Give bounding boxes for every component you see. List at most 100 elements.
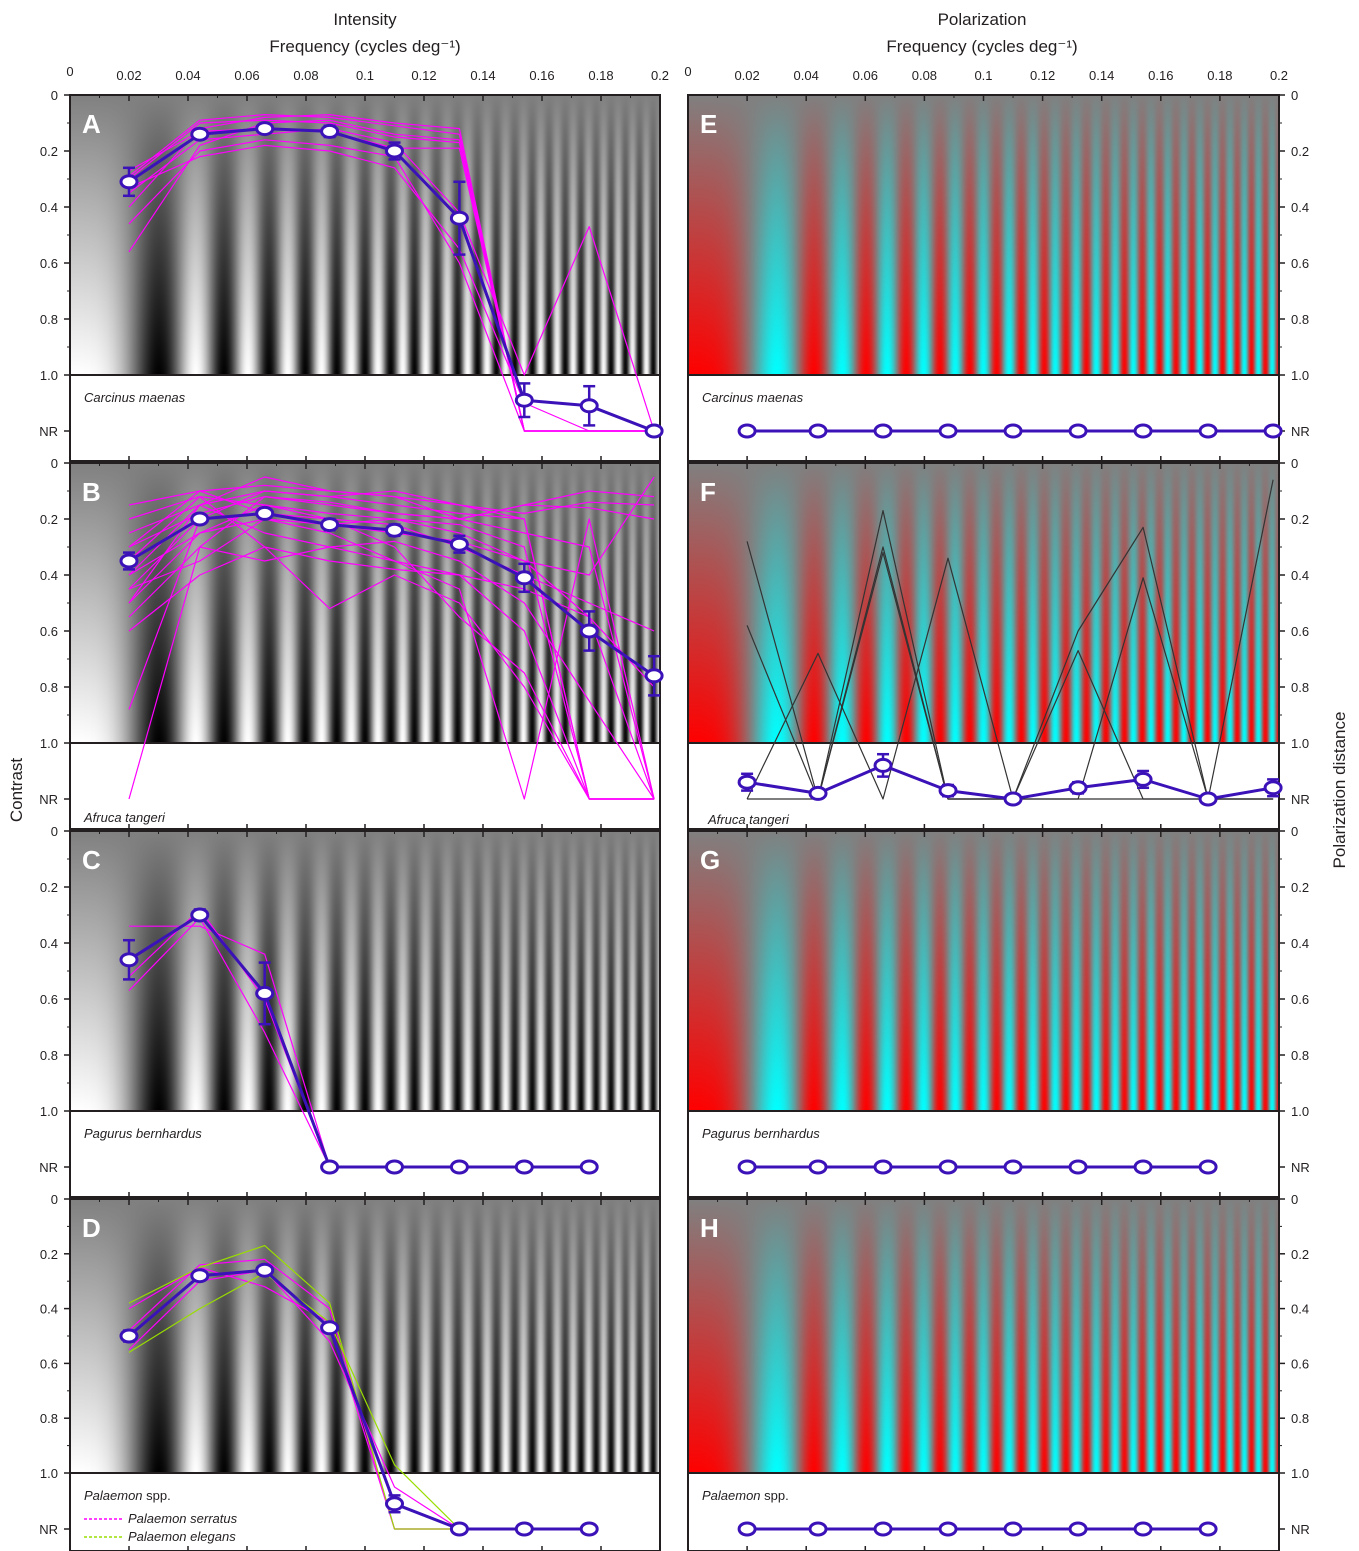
individual-series	[128, 490, 655, 548]
individual-series	[128, 504, 655, 800]
grating-contrast-fade	[70, 831, 660, 1111]
mean-point	[1133, 1159, 1153, 1175]
mean-point	[737, 423, 757, 439]
mean-point	[873, 757, 893, 773]
mean-point	[1198, 1159, 1218, 1175]
y-tick-label-nr: NR	[39, 1522, 58, 1537]
individual-series	[128, 144, 655, 432]
panel-c: 0 0.2 0.4 0.6 0.8 1.0 NR C Pagurus bernhardus	[39, 824, 661, 1198]
mean-point	[579, 623, 599, 639]
y-tick-label: 0.8	[1291, 1048, 1309, 1063]
y-tick-label: 0.6	[40, 256, 58, 271]
mean-point	[1263, 423, 1283, 439]
mean-point	[938, 1159, 958, 1175]
y-tick-label: 0	[1291, 1192, 1298, 1207]
mean-point	[385, 143, 404, 159]
mean-point	[644, 668, 664, 684]
y-tick-label: 0	[51, 824, 58, 839]
y-tick-label: 0.2	[40, 512, 58, 527]
y-tick-label: 0.6	[1291, 256, 1309, 271]
y-tick-label: 1.0	[40, 1104, 58, 1119]
panel-d: 0 0.2 0.4 0.6 0.8 1.0 NR D Palaemon spp. Palaemon…	[39, 1192, 661, 1551]
mean-point	[1133, 1521, 1153, 1537]
individual-series	[128, 496, 655, 800]
species-label: Carcinus maenas	[84, 390, 186, 405]
nr-band	[688, 375, 1279, 461]
x-tick-label: 0.16	[1148, 68, 1173, 83]
y-tick-label-nr: NR	[1291, 1160, 1310, 1175]
y-tick-label: 0.6	[40, 624, 58, 639]
grating-contrast-fade	[688, 95, 1279, 375]
panel-b: 0 0.2 0.4 0.6 0.8 1.0 NR B Afruca tangeri	[39, 456, 664, 830]
individual-series	[129, 925, 331, 1168]
x-tick-label: 0.02	[116, 68, 141, 83]
x-tick-label: 0.1	[974, 68, 992, 83]
y-tick-label: 1.0	[1291, 1466, 1309, 1481]
y-tick-label: 1.0	[40, 368, 58, 383]
mean-point	[320, 1320, 340, 1336]
y-tick-label: 0.8	[1291, 312, 1309, 327]
mean-point	[514, 1159, 534, 1175]
mean-point	[190, 1268, 210, 1284]
species-label: Pagurus bernhardus	[702, 1126, 820, 1141]
mean-point	[119, 553, 139, 569]
y-tick-label-nr: NR	[1291, 792, 1310, 807]
species-label: Carcinus maenas	[702, 390, 804, 405]
mean-point	[737, 1521, 757, 1537]
y-tick-label: 0	[51, 88, 58, 103]
panel-letter: G	[700, 845, 720, 875]
mean-point	[255, 985, 275, 1001]
y-tick-label: 0.2	[40, 880, 58, 895]
x-tick-label: 0.18	[1207, 68, 1232, 83]
panel-letter: E	[700, 109, 717, 139]
mean-point	[514, 570, 534, 586]
y-tick-label-nr: NR	[39, 1160, 58, 1175]
grating-contrast-fade	[688, 831, 1279, 1111]
y-tick-label: 0.8	[1291, 1411, 1309, 1426]
x-tick-label: 0.04	[794, 68, 819, 83]
mean-point	[808, 1159, 828, 1175]
mean-point	[737, 1159, 757, 1175]
y-tick-label: 1.0	[1291, 368, 1309, 383]
panel-letter: A	[82, 109, 101, 139]
right-header-title: Polarization	[938, 10, 1027, 29]
mean-point	[449, 1159, 469, 1175]
left-header-subtitle: Frequency (cycles deg⁻¹)	[269, 37, 460, 56]
y-tick-label: 0.2	[40, 1247, 58, 1262]
panel-letter: D	[82, 1213, 101, 1243]
y-tick-label: 0.4	[1291, 200, 1309, 215]
panel-letter: F	[700, 477, 716, 507]
species-label: Afruca tangeri	[83, 810, 166, 825]
mean-point	[1198, 791, 1218, 807]
left-header-title: Intensity	[333, 10, 397, 29]
mean-point	[190, 511, 210, 527]
grating-contrast-fade	[70, 95, 660, 375]
y-tick-label: 0.4	[40, 568, 58, 583]
grating-contrast-fade	[688, 463, 1279, 743]
species-label: Afruca tangeri	[707, 812, 790, 827]
y-tick-label: 1.0	[1291, 1104, 1309, 1119]
x-tick-label: 0.08	[912, 68, 937, 83]
individual-series	[128, 490, 655, 800]
individual-series	[128, 1269, 460, 1530]
x-tick-label: 0.12	[411, 68, 436, 83]
y-tick-label: 0	[1291, 824, 1298, 839]
individual-series	[128, 113, 655, 432]
individual-series	[128, 546, 655, 688]
mean-point	[119, 1328, 139, 1344]
nr-band	[70, 1111, 660, 1197]
left-y-axis-title: Contrast	[7, 758, 26, 823]
mean-point	[449, 536, 469, 552]
mean-point	[255, 505, 275, 521]
mean-point	[1068, 423, 1088, 439]
individual-series	[128, 1244, 460, 1530]
mean-point	[320, 123, 340, 139]
y-tick-label-nr: NR	[39, 424, 58, 439]
y-tick-label: 0	[51, 456, 58, 471]
nr-band	[70, 743, 660, 829]
mean-point	[938, 783, 958, 799]
panel-letter: H	[700, 1213, 719, 1243]
y-tick-label: 0.4	[1291, 1302, 1309, 1317]
y-tick-label-nr: NR	[39, 792, 58, 807]
y-tick-label: 0.6	[40, 1356, 58, 1371]
